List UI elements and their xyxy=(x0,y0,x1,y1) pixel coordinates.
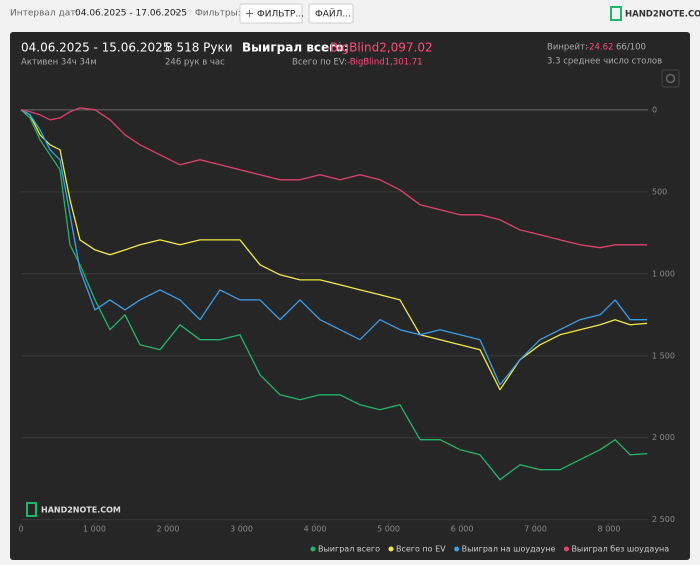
legend-marker xyxy=(563,546,569,552)
won-label: Выиграл всего: xyxy=(242,41,349,55)
date-label: Интервал дат: xyxy=(10,9,79,19)
ev-value: -BigBlind1,301.71 xyxy=(347,58,423,68)
plus-icon xyxy=(246,10,253,17)
y-tick-label: 0 xyxy=(652,105,657,114)
series-line xyxy=(20,109,648,386)
x-tick-label: 2 000 xyxy=(157,525,180,534)
file-button[interactable] xyxy=(308,3,354,24)
x-tick-label: 4 000 xyxy=(304,525,327,534)
legend-marker xyxy=(310,546,316,552)
legend-label: Выиграл без шоудауна xyxy=(571,545,669,554)
settings-button[interactable] xyxy=(661,69,680,88)
legend-marker xyxy=(454,546,460,552)
file-button-label[interactable]: ФАЙЛ... xyxy=(315,8,351,20)
y-tick-label: 1 500 xyxy=(652,351,675,360)
hands-per-hour: 246 рук в час xyxy=(165,58,225,68)
ev-label: Всего по EV: xyxy=(292,58,347,68)
filter-button-label[interactable]: ФИЛЬТР... xyxy=(257,10,304,20)
tables: 3.3 среднее число столов xyxy=(547,57,662,67)
gear-icon[interactable] xyxy=(665,73,676,84)
hands: 8 518 Руки xyxy=(165,41,233,55)
dropdown-arrow[interactable] xyxy=(174,10,182,15)
legend-label: Выиграл на шоудауне xyxy=(462,545,556,554)
winrate-unit: 66/100 xyxy=(616,43,646,53)
series-line xyxy=(20,107,648,249)
period: 04.06.2025 - 15.06.2025 xyxy=(21,41,170,55)
x-tick-label: 1 000 xyxy=(83,525,106,534)
watermark: HAND2NOTE.COM xyxy=(41,506,121,515)
plot: 0 500 1 000 1 500 2 000 2 500 0 1 000 2 000 3 000… xyxy=(18,105,674,553)
x-tick-label: 0 xyxy=(18,525,23,534)
legend-label: Всего по EV xyxy=(396,545,446,554)
logo: HAND2NOTE.COM xyxy=(625,10,700,20)
logo-icon xyxy=(610,6,622,21)
y-tick-label: 500 xyxy=(652,187,667,196)
winrate-value: -24.62 xyxy=(586,43,613,53)
watermark-icon xyxy=(26,502,37,517)
active-time: Активен 34ч 34м xyxy=(21,58,97,68)
date-range[interactable]: 04.06.2025 - 17.06.2025 xyxy=(75,9,187,19)
x-tick-label: 7 000 xyxy=(524,525,547,534)
x-tick-label: 5 000 xyxy=(377,525,400,534)
winrate-label: Винрейт: xyxy=(547,43,588,53)
filter-button[interactable] xyxy=(239,3,303,24)
won-value: -BigBlind2,097.02 xyxy=(326,41,433,55)
y-tick-label: 2 500 xyxy=(652,515,675,524)
x-tick-label: 8 000 xyxy=(598,525,621,534)
x-tick-label: 6 000 xyxy=(451,525,474,534)
graph-panel xyxy=(10,32,690,560)
y-tick-label: 2 000 xyxy=(652,433,675,442)
legend-label: Выиграл всего xyxy=(318,545,380,554)
series-line xyxy=(20,109,648,481)
series-line xyxy=(20,109,648,391)
x-tick-label: 3 000 xyxy=(230,525,253,534)
y-tick-label: 1 000 xyxy=(652,269,675,278)
filters-label: Фильтры: xyxy=(195,9,241,19)
legend-marker xyxy=(388,546,394,552)
